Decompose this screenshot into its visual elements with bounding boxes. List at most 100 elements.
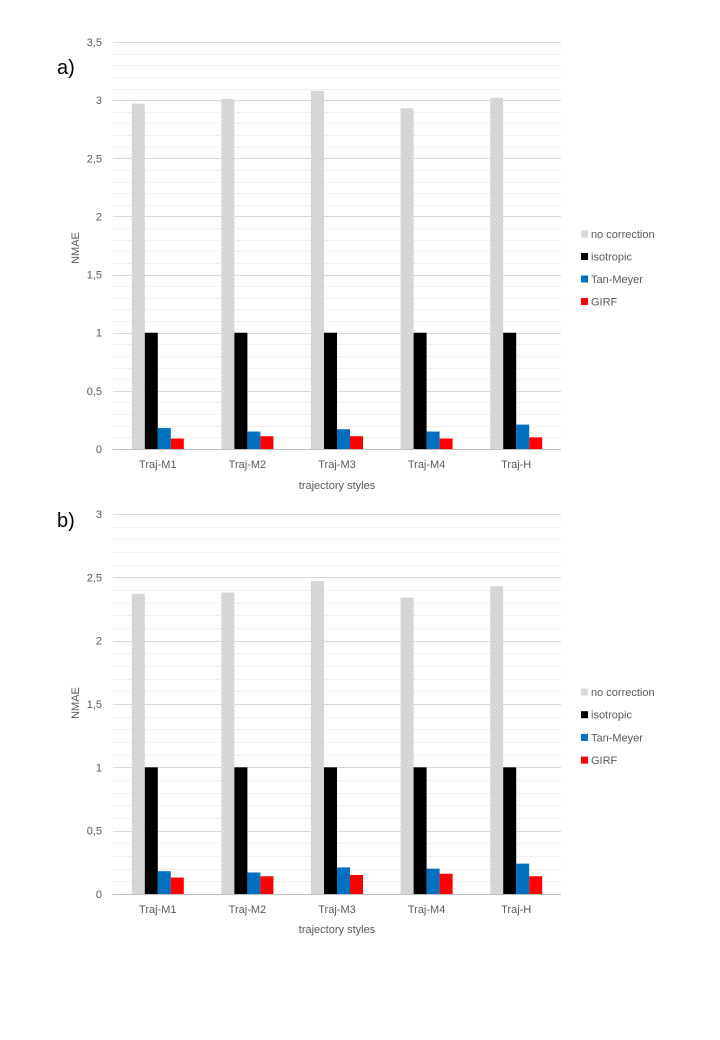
legend-b: no correction isotropic Tan-Meyer GIRF (581, 687, 655, 767)
bar-traj-m2-no-correction (221, 592, 235, 894)
x-axis-title-b: trajectory styles (299, 924, 376, 936)
bar-traj-m4-no-correction (400, 108, 414, 449)
bar-traj-m2-no-correction (221, 98, 235, 449)
y-ticks-b: 0 0,5 1 1,5 2 2,5 3 (87, 509, 102, 901)
legend-label: isotropic (591, 252, 632, 264)
bars-b (131, 581, 543, 894)
x-tick-label: Traj-H (501, 904, 531, 916)
bar-traj-m2-girf (260, 876, 274, 894)
bar-traj-m4-no-correction (400, 597, 414, 894)
bar-traj-h-tan-meyer (516, 863, 530, 894)
y-tick-label: 0,5 (87, 826, 102, 838)
bar-traj-m3-tan-meyer (337, 867, 350, 894)
y-ticks-a: 0 0,5 1 1,5 2 2,5 3 3,5 (87, 37, 102, 456)
bar-traj-m4-girf (439, 873, 453, 894)
bar-traj-m1-tan-meyer (157, 428, 171, 449)
y-axis-title-a: NMAE (70, 232, 82, 264)
bar-traj-m2-tan-meyer (247, 431, 261, 449)
legend-swatch (581, 711, 588, 719)
bar-traj-m2-isotropic (234, 767, 248, 894)
panel-label-b: b) (57, 510, 75, 532)
panel-label-a: a) (57, 57, 75, 79)
x-tick-label: Traj-M3 (318, 904, 355, 916)
bar-traj-m1-girf (170, 877, 184, 894)
bars-a (131, 90, 543, 450)
bar-traj-m1-no-correction (131, 593, 145, 894)
y-tick-label: 0 (96, 444, 102, 456)
y-axis-title-b: NMAE (70, 687, 82, 719)
bar-traj-m2-girf (260, 436, 274, 449)
legend-label: GIRF (591, 755, 618, 767)
y-tick-label: 3,5 (87, 37, 102, 49)
bar-traj-m3-isotropic (324, 332, 337, 449)
bar-traj-m3-girf (350, 436, 363, 449)
bar-traj-m1-no-correction (131, 103, 145, 449)
y-tick-label: 1,5 (87, 699, 102, 711)
legend-swatch (581, 253, 588, 260)
y-tick-label: 2,5 (87, 572, 102, 584)
bar-traj-h-tan-meyer (516, 424, 530, 449)
y-tick-label: 0 (96, 889, 102, 901)
bar-traj-m4-tan-meyer (426, 431, 440, 449)
bar-traj-h-girf (529, 876, 543, 894)
y-tick-label: 2 (96, 636, 102, 648)
bar-traj-m4-isotropic (413, 332, 427, 449)
legend-label: Tan-Meyer (591, 274, 643, 286)
x-ticks-a: Traj-M1 Traj-M2 Traj-M3 Traj-M4 Traj-H (139, 459, 531, 471)
grid-a (113, 42, 561, 450)
y-tick-label: 1 (96, 328, 102, 340)
bar-traj-h-isotropic (503, 767, 517, 894)
bar-traj-m1-tan-meyer (157, 871, 171, 894)
legend-swatch (581, 298, 588, 305)
y-tick-label: 3 (96, 95, 102, 107)
grid-b (113, 514, 561, 895)
y-tick-label: 1 (96, 762, 102, 774)
y-tick-label: 3 (96, 509, 102, 521)
bar-traj-h-girf (529, 437, 543, 449)
x-tick-label: Traj-H (501, 459, 531, 471)
legend-label: Tan-Meyer (591, 732, 643, 744)
legend-swatch (581, 275, 588, 283)
bar-traj-m4-isotropic (413, 767, 427, 894)
y-tick-label: 2 (96, 211, 102, 223)
legend-swatch (581, 733, 588, 741)
legend-swatch (581, 230, 588, 238)
x-tick-label: Traj-M4 (408, 459, 445, 471)
legend-swatch (581, 688, 588, 696)
bar-traj-m3-no-correction (311, 581, 324, 894)
bar-traj-h-no-correction (490, 97, 504, 450)
legend-label: no correction (591, 687, 655, 699)
bar-traj-m3-no-correction (311, 90, 324, 449)
chart-a: a) 00,511,522,533,5 Traj-M1 Traj-M2 Traj-M… (57, 37, 655, 492)
x-tick-label: Traj-M1 (139, 904, 176, 916)
bar-traj-m4-tan-meyer (426, 868, 440, 894)
bar-traj-m2-tan-meyer (247, 872, 261, 894)
legend-label: isotropic (591, 710, 632, 722)
x-tick-label: Traj-M2 (229, 904, 266, 916)
legend-swatch (581, 756, 588, 764)
bar-traj-m3-tan-meyer (337, 429, 350, 449)
bar-traj-m2-isotropic (234, 332, 248, 449)
bar-traj-m1-isotropic (144, 767, 158, 894)
x-tick-label: Traj-M1 (139, 459, 176, 471)
chart-b: b) 00,511,522,53 Traj-M1 Traj-M2 Traj-M3 Tr… (57, 509, 655, 936)
bar-traj-m3-girf (350, 875, 363, 894)
x-tick-label: Traj-M3 (318, 459, 355, 471)
x-axis-title-a: trajectory styles (299, 480, 376, 492)
bar-traj-m1-isotropic (144, 332, 158, 449)
y-tick-label: 2,5 (87, 153, 102, 165)
bar-traj-m1-girf (170, 438, 184, 449)
x-ticks-b: Traj-M1 Traj-M2 Traj-M3 Traj-M4 Traj-H (139, 904, 531, 916)
x-tick-label: Traj-M4 (408, 904, 445, 916)
x-tick-label: Traj-M2 (229, 459, 266, 471)
bar-traj-m3-isotropic (324, 767, 337, 894)
bar-traj-h-isotropic (503, 332, 517, 449)
y-tick-label: 0,5 (87, 386, 102, 398)
legend-a: no correction isotropic Tan-Meyer GIRF (581, 229, 655, 309)
legend-label: no correction (591, 229, 655, 241)
y-tick-label: 1,5 (87, 270, 102, 282)
bar-traj-h-no-correction (490, 586, 504, 894)
legend-label: GIRF (591, 297, 618, 309)
bar-traj-m4-girf (439, 438, 453, 449)
